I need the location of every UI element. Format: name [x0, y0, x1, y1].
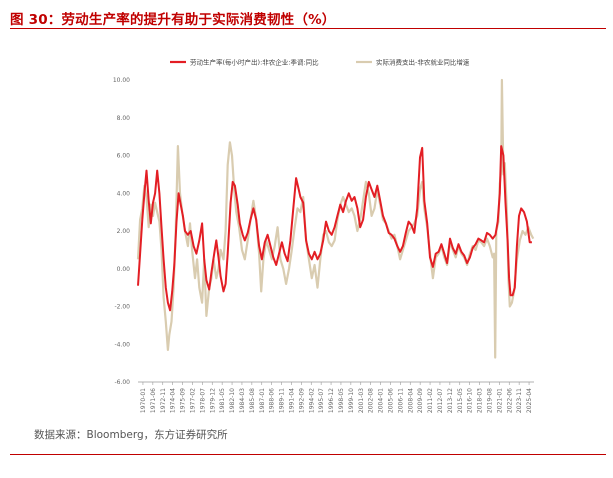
footer-divider — [10, 454, 606, 455]
x-tick-label: 1981-05 — [219, 388, 226, 413]
legend-label-series-2: 实际消费支出-非农就业同比增速 — [376, 58, 470, 67]
x-tick-label: 1974-04 — [170, 388, 177, 413]
y-tick-label: -6.00 — [114, 379, 130, 386]
x-tick-label: 2008-04 — [407, 388, 414, 413]
y-tick-label: -2.00 — [114, 304, 130, 311]
x-tick-label: 2013-12 — [447, 388, 454, 413]
x-tick-label: 1995-07 — [318, 388, 325, 413]
y-tick-label: 2.00 — [117, 228, 131, 235]
x-tick-label: 1982-10 — [229, 388, 236, 413]
x-tick-label: 1977-02 — [189, 388, 196, 413]
x-axis: 1970-01 1971-06 1972-11 1974-04 1975-09 1977-… — [138, 381, 534, 413]
x-tick-label: 2001-03 — [358, 388, 365, 413]
title-divider — [10, 28, 606, 29]
x-tick-label: 1988-06 — [269, 388, 276, 413]
x-tick-label: 1999-10 — [348, 388, 355, 413]
x-tick-label: 1970-01 — [140, 388, 147, 413]
x-tick-label: 1998-05 — [338, 388, 345, 413]
x-tick-label: 1971-06 — [150, 388, 157, 413]
x-tick-label: 2023-11 — [516, 388, 523, 413]
x-tick-label: 2019-08 — [486, 388, 493, 413]
x-tick-label: 1991-04 — [288, 388, 295, 413]
x-tick-label: 2015-05 — [457, 388, 464, 413]
line-chart: 劳动生产率(每小时产出):非农企业:季调:同比 实际消费支出-非农就业同比增速 … — [113, 58, 535, 413]
series-line-1 — [137, 145, 532, 312]
x-tick-label: 1987-01 — [259, 388, 266, 413]
x-tick-label: 1989-11 — [279, 388, 286, 413]
plot-area — [136, 78, 535, 359]
x-tick-label: 1992-09 — [298, 388, 305, 413]
y-tick-label: -4.00 — [114, 341, 130, 348]
y-axis: -6.00 -4.00 -2.00 0.00 2.00 4.00 6.00 8.00 10.00 — [113, 77, 130, 386]
x-tick-label: 2016-10 — [467, 388, 474, 413]
x-tick-label: 2018-03 — [477, 388, 484, 413]
y-tick-label: 10.00 — [113, 77, 130, 84]
x-tick-label: 1979-12 — [209, 388, 216, 413]
series-line-2 — [136, 78, 535, 359]
legend-label-series-1: 劳动生产率(每小时产出):非农企业:季调:同比 — [190, 58, 319, 67]
figure-title: 图 30：劳动生产率的提升有助于实际消费韧性（%） — [10, 12, 336, 28]
x-tick-label: 2005-06 — [387, 388, 394, 413]
x-tick-label: 2009-09 — [417, 388, 424, 413]
x-tick-label: 2011-02 — [427, 388, 434, 413]
y-tick-label: 6.00 — [117, 153, 131, 160]
source-note: 数据来源：Bloomberg，东方证券研究所 — [34, 429, 228, 441]
x-tick-label: 1972-11 — [160, 388, 167, 413]
x-tick-label: 1994-02 — [308, 388, 315, 413]
chart-legend: 劳动生产率(每小时产出):非农企业:季调:同比 实际消费支出-非农就业同比增速 — [170, 58, 470, 67]
x-tick-label: 2021-01 — [496, 388, 503, 413]
x-tick-label: 2025-04 — [526, 388, 533, 413]
y-tick-label: 0.00 — [117, 266, 131, 273]
x-tick-label: 1985-08 — [249, 388, 256, 413]
x-tick-label: 1975-09 — [180, 388, 187, 413]
x-tick-label: 2022-06 — [506, 388, 513, 413]
x-tick-label: 1996-12 — [328, 388, 335, 413]
x-tick-label: 2006-11 — [397, 388, 404, 413]
x-tick-label: 2002-08 — [368, 388, 375, 413]
x-tick-label: 1984-03 — [239, 388, 246, 413]
x-tick-label: 2004-01 — [378, 388, 385, 413]
x-tick-label: 2012-07 — [437, 388, 444, 413]
y-tick-label: 8.00 — [117, 115, 131, 122]
x-tick-label: 1978-07 — [199, 388, 206, 413]
y-tick-label: 4.00 — [117, 190, 131, 197]
